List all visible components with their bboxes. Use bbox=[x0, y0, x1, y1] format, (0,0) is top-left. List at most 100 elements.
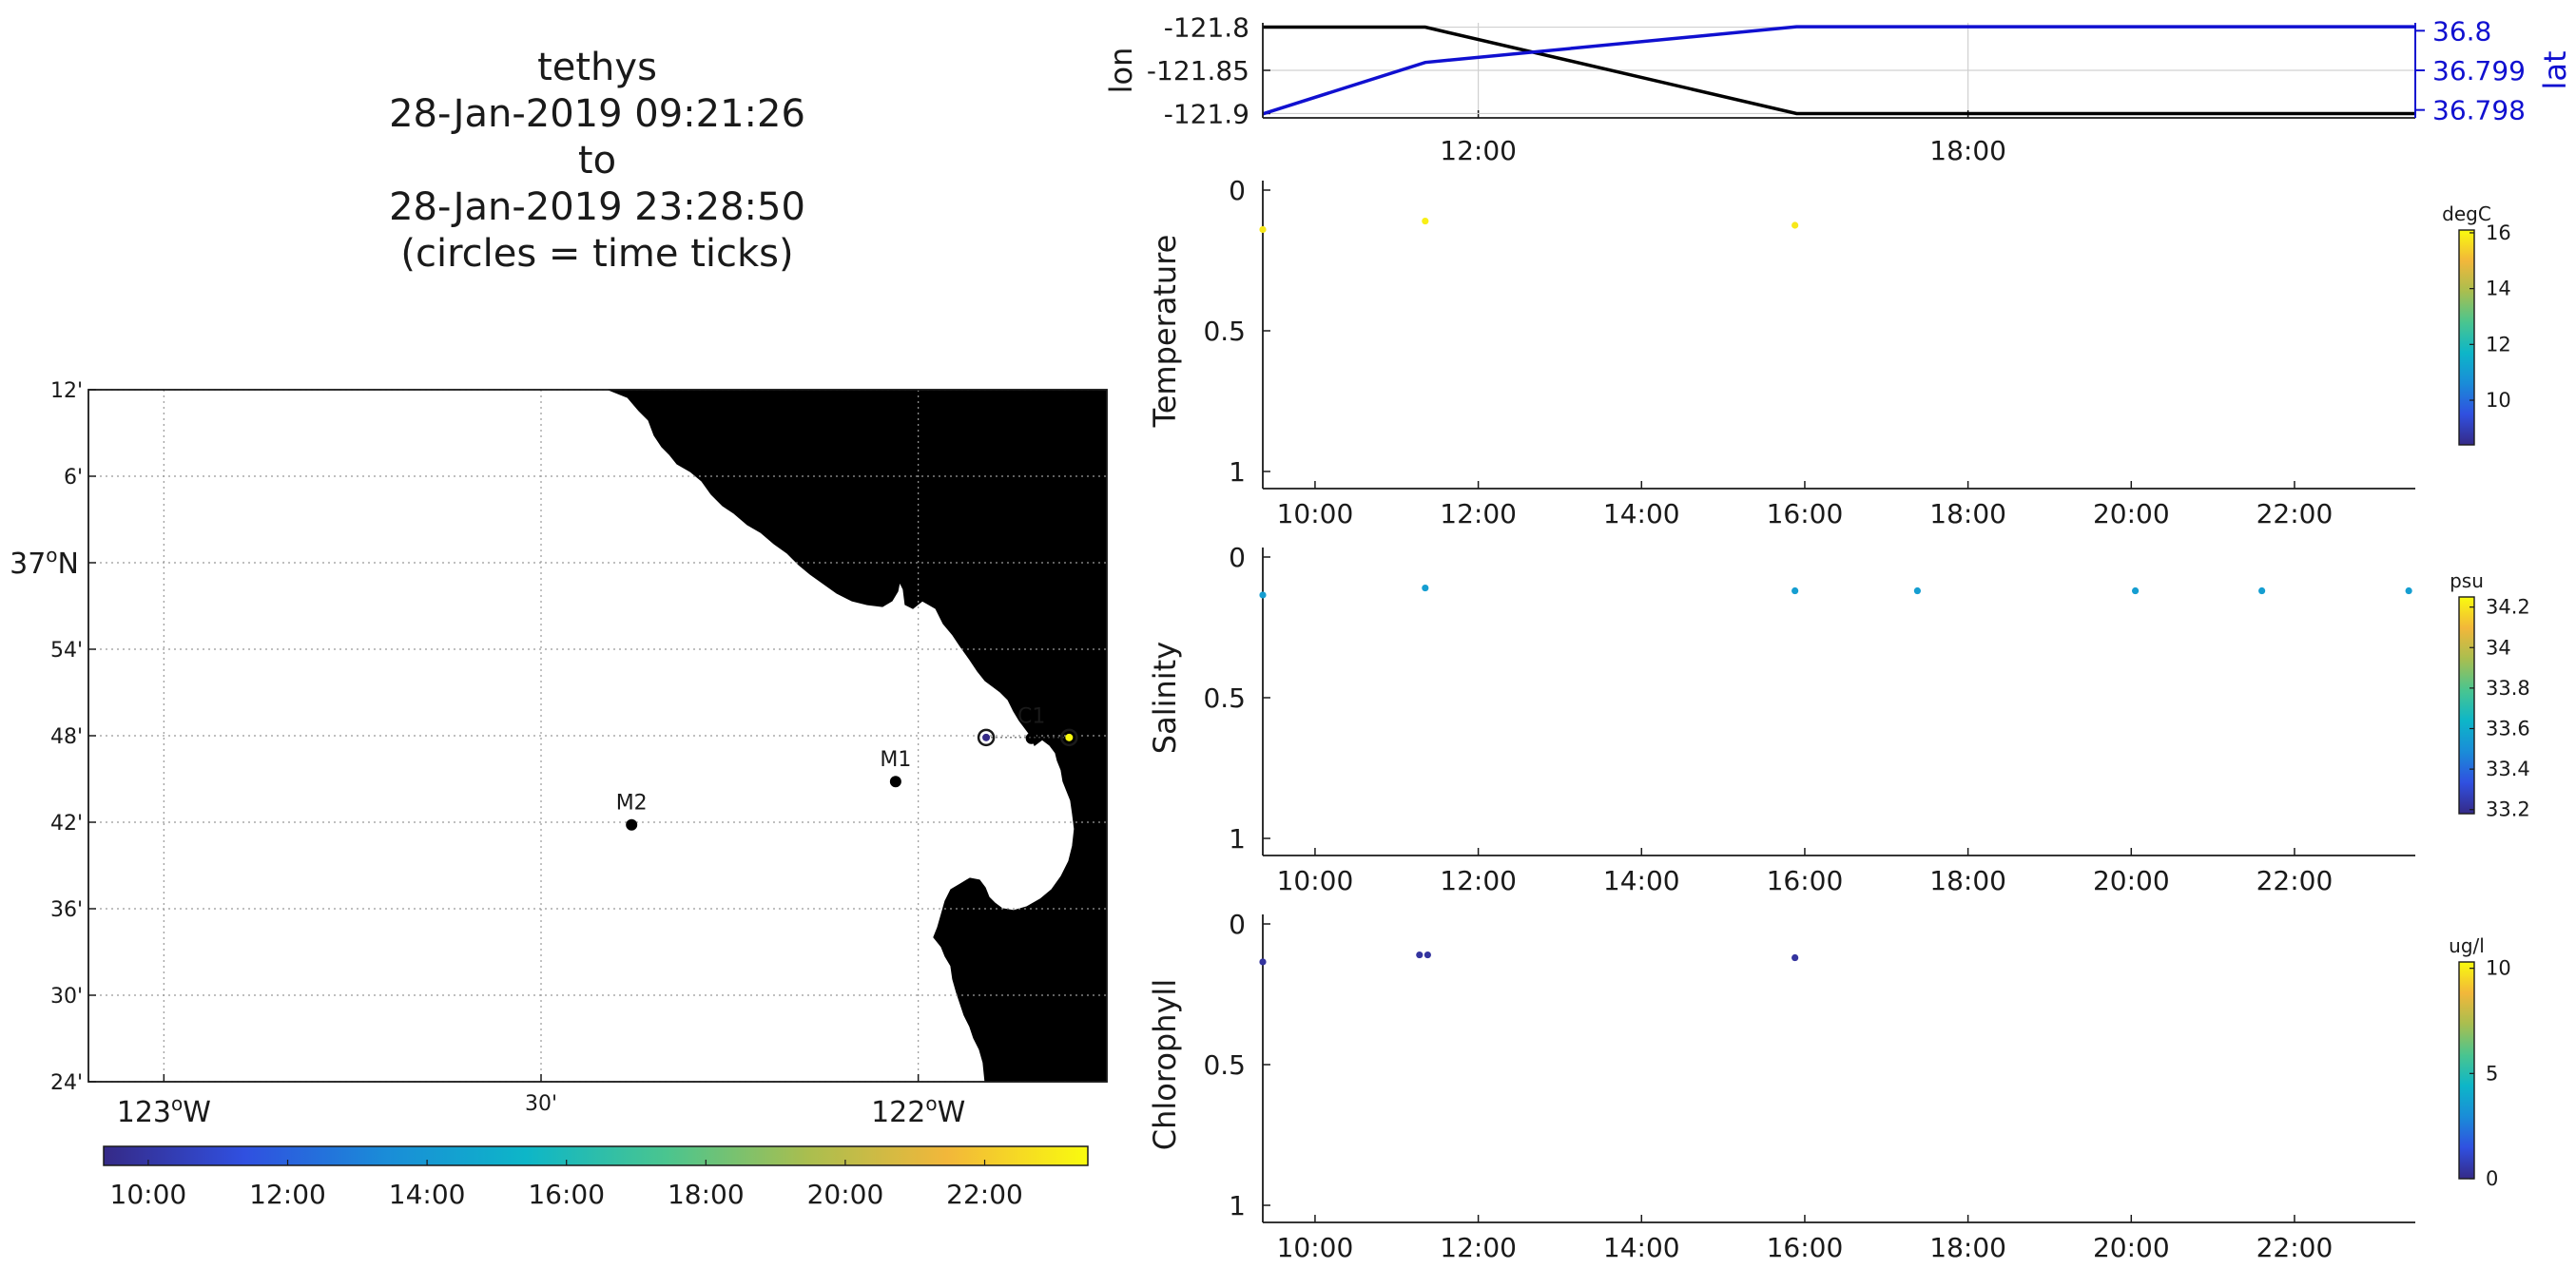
x-tick-label: 18:00 bbox=[1929, 498, 2006, 529]
mooring-dot bbox=[1025, 732, 1037, 744]
mooring-label: C1 bbox=[1017, 705, 1045, 729]
x-tick-label: 10:00 bbox=[1277, 498, 1354, 529]
colorbar-tick-label: 33.8 bbox=[2486, 677, 2530, 700]
colorbar-gradient bbox=[2458, 961, 2475, 1180]
colorbar-tick-label: 14 bbox=[2486, 278, 2511, 300]
mooring-markers: M2 M1 C1 bbox=[616, 705, 1045, 831]
title-line-1: tethys bbox=[537, 46, 657, 89]
data-point bbox=[1792, 586, 1799, 595]
x-tick-label: 20:00 bbox=[2093, 865, 2170, 896]
x-tick-label: 20:00 bbox=[2093, 1232, 2170, 1263]
title-line-5: (circles = time ticks) bbox=[400, 232, 793, 276]
colorbar-unit-label: psu bbox=[2450, 569, 2484, 592]
y-tick-label: 0 bbox=[1229, 175, 1246, 206]
lon-tick-label: -121.8 bbox=[1164, 12, 1249, 44]
y-tick-label: 0 bbox=[1229, 542, 1246, 573]
degree-sign: o bbox=[925, 1092, 937, 1115]
y-axis-label: Chlorophyll bbox=[1147, 979, 1183, 1150]
x-tick-label: 12:00 bbox=[1440, 865, 1517, 896]
mooring-label: M2 bbox=[616, 792, 648, 816]
map-y-tick-label: 36' bbox=[50, 898, 83, 922]
map-x-ticks: 123 o W 30' 122oW bbox=[117, 1074, 965, 1129]
colorbar-tick-label: 5 bbox=[2486, 1062, 2498, 1085]
mooring-dot bbox=[626, 818, 638, 831]
map-x-tick-value: 123 bbox=[117, 1096, 171, 1129]
lat-axis-label: lat bbox=[2537, 50, 2573, 89]
colorbar-tick-label: 33.2 bbox=[2486, 798, 2530, 821]
title-line-2: 28-Jan-2019 09:21:26 bbox=[389, 92, 805, 136]
map-y-tick-label: 48' bbox=[50, 725, 83, 749]
colorbar-tick-label: 12:00 bbox=[249, 1179, 326, 1210]
salinity-panel: 0 0.5 1 10:00 12:00 14:00 16:00 18:00 20:00 22:00… bbox=[1147, 542, 2530, 896]
colorbar-gradient bbox=[103, 1145, 1089, 1166]
data-point bbox=[1792, 221, 1799, 229]
colorbar-tick-label: 12 bbox=[2486, 333, 2511, 356]
figure-title: tethys 28-Jan-2019 09:21:26 to 28-Jan-20… bbox=[389, 46, 805, 276]
map-y-tick-label: 30' bbox=[50, 985, 83, 1009]
map-y-tick-label: 54' bbox=[50, 639, 83, 663]
x-tick-label: 16:00 bbox=[1767, 498, 1844, 529]
lon-tick-label: -121.9 bbox=[1164, 98, 1249, 129]
colorbar-tick-label: 34.2 bbox=[2486, 596, 2530, 619]
colorbar-tick-label: 34 bbox=[2486, 636, 2511, 659]
x-tick-label: 22:00 bbox=[2256, 865, 2334, 896]
x-tick-label: 12:00 bbox=[1440, 498, 1517, 529]
colorbar-gradient bbox=[2458, 596, 2475, 815]
x-tick-label: 18:00 bbox=[1929, 1232, 2006, 1263]
y-tick-label: 1 bbox=[1229, 456, 1246, 488]
data-point bbox=[2258, 586, 2266, 595]
colorbar-tick-label: 16 bbox=[2486, 221, 2511, 244]
map-x-tick-label: 122oW bbox=[871, 1092, 965, 1129]
map-y-tick-label: 37oN bbox=[10, 544, 79, 581]
x-tick-label: 22:00 bbox=[2256, 498, 2334, 529]
x-tick-label: 18:00 bbox=[1929, 865, 2006, 896]
x-tick-label: 14:00 bbox=[1603, 1232, 1680, 1263]
y-tick-label: 0 bbox=[1229, 909, 1246, 940]
lon-axis-label: lon bbox=[1103, 48, 1139, 94]
x-tick-label: 16:00 bbox=[1767, 1232, 1844, 1263]
map-x-tick-hemi: W bbox=[183, 1096, 211, 1129]
map-y-tick-hemi: N bbox=[58, 548, 79, 581]
colorbar-gradient bbox=[2458, 229, 2475, 446]
data-point bbox=[1424, 951, 1431, 959]
x-tick-label: 10:00 bbox=[1277, 1232, 1354, 1263]
lat-series-line bbox=[1262, 25, 2415, 116]
map-y-tick-label: 12' bbox=[50, 379, 83, 403]
mooring-dot bbox=[889, 776, 901, 788]
track-time-tick-circle bbox=[1060, 728, 1078, 747]
data-point bbox=[1792, 953, 1799, 962]
map-y-ticks: 12' 6' 37oN 54' 48' 42' 36' 30' 24' bbox=[10, 379, 96, 1095]
y-tick-label: 0.5 bbox=[1203, 682, 1246, 714]
data-point bbox=[1422, 217, 1429, 225]
map-y-tick-value: 37 bbox=[10, 548, 46, 581]
data-point bbox=[1259, 591, 1267, 599]
y-tick-label: 1 bbox=[1229, 823, 1246, 855]
colorbar-tick-label: 10:00 bbox=[110, 1179, 187, 1210]
data-point bbox=[1913, 586, 1922, 595]
colorbar-tick-label: 20:00 bbox=[807, 1179, 884, 1210]
data-point bbox=[2131, 586, 2140, 595]
x-tick-label: 14:00 bbox=[1603, 865, 1680, 896]
colorbar-tick-label: 18:00 bbox=[668, 1179, 745, 1210]
x-tick-label: 12:00 bbox=[1440, 1232, 1517, 1263]
map-y-tick-label: 24' bbox=[50, 1071, 83, 1095]
colorbar-tick-label: 10 bbox=[2486, 389, 2511, 412]
x-tick-label: 20:00 bbox=[2093, 498, 2170, 529]
colorbar-tick-label: 22:00 bbox=[946, 1179, 1023, 1210]
lon-tick-label: -121.85 bbox=[1147, 55, 1249, 87]
y-tick-label: 0.5 bbox=[1203, 316, 1246, 347]
nav-x-tick-label: 18:00 bbox=[1929, 135, 2006, 166]
x-tick-label: 16:00 bbox=[1767, 865, 1844, 896]
title-line-4: 28-Jan-2019 23:28:50 bbox=[389, 185, 805, 229]
map-x-tick-label: 30' bbox=[525, 1092, 557, 1116]
map-y-tick-label: 42' bbox=[50, 812, 83, 836]
y-tick-label: 1 bbox=[1229, 1190, 1246, 1221]
data-point bbox=[1259, 225, 1267, 234]
lat-tick-label: 36.798 bbox=[2432, 95, 2526, 126]
colorbar-tick-label: 33.6 bbox=[2486, 718, 2530, 740]
y-axis-label: Salinity bbox=[1147, 642, 1183, 754]
track-point bbox=[1065, 733, 1074, 741]
colorbar-tick-label: 16:00 bbox=[528, 1179, 605, 1210]
degree-sign: o bbox=[46, 544, 57, 567]
